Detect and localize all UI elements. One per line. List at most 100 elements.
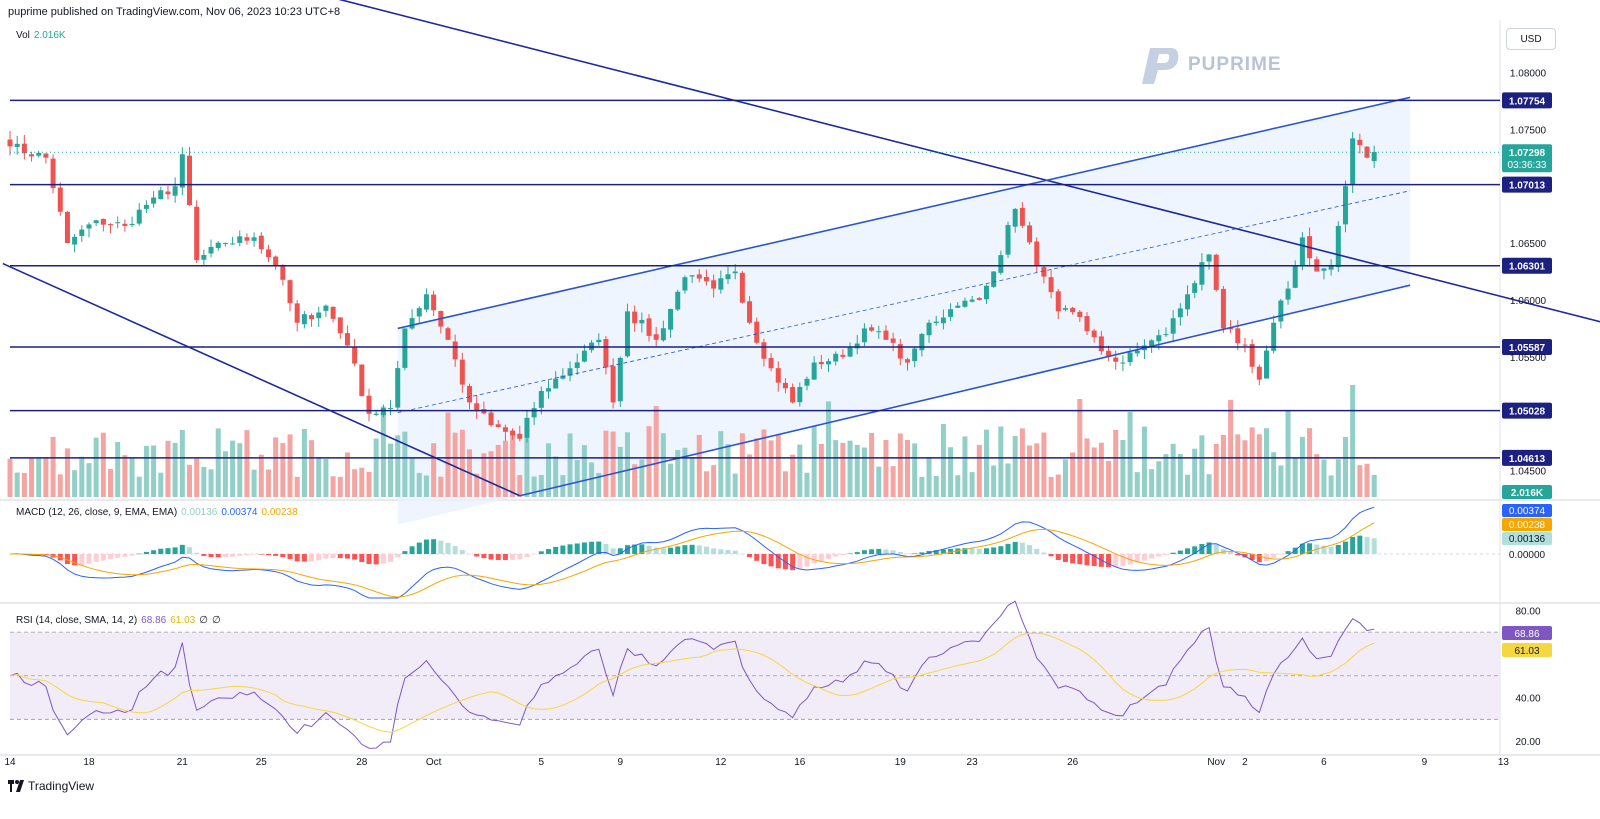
time-tick: 12 [715,757,727,768]
candle [1048,269,1054,299]
candle [323,304,329,317]
volume-bar [1307,428,1313,497]
rsi-legend-extra2: ∅ [211,615,221,626]
candle-body [603,339,609,368]
candle [14,135,20,155]
macd-hist-bar [603,544,609,554]
candle-body [969,299,975,302]
volume-bar [567,433,573,497]
horizontal-levels: 1.07754 1.07013 1.06301 1.05587 1.05028 1.046… [10,92,1552,466]
candle-body [1041,267,1047,277]
candle-body [811,362,817,380]
candle [1299,232,1305,271]
candle-body [431,294,437,311]
volume-bar [237,443,243,497]
currency-button[interactable]: USD [1506,28,1556,50]
candle [1055,288,1061,320]
volume-bar [689,457,695,497]
macd-hist-bar [1149,554,1155,559]
candle-body [187,155,192,206]
puprime-logo-icon [1142,48,1179,84]
candle-body [129,223,135,226]
candle [1213,253,1219,292]
volume-bar [589,462,595,497]
candle [1264,345,1269,379]
candle-body [194,206,200,261]
candle-body [1163,334,1169,336]
candle-body [323,305,329,311]
volume-bar [330,476,336,497]
candle-body [287,280,293,304]
candle [531,401,537,425]
candle [431,290,437,317]
macd-hist-bar [553,546,559,554]
candle [1350,132,1356,193]
macd-hist-bar [86,554,92,564]
level-label-bg [1502,92,1552,109]
candle-body [100,218,106,225]
countdown-label: 03:36:33 [1508,160,1547,171]
macd-legend-hist: 0.00136 [181,507,218,518]
macd-hist-bar [1062,554,1068,563]
candle-body [983,285,989,300]
volume-bar [1256,434,1262,497]
candle [1170,310,1176,343]
candle [194,200,200,263]
candle-body [912,348,918,362]
candle [804,376,810,391]
macd-hist-bar [222,554,228,558]
volume-bar [143,445,149,497]
candle-body [703,276,709,282]
candle-body [1177,308,1183,318]
volume-bar [610,431,616,497]
signal-line [10,522,1375,598]
candle-body [596,339,602,343]
volume-bar [524,427,530,497]
candle-body [1120,362,1126,364]
volume-bar [309,440,315,497]
tradingview-logo-icon [8,780,24,792]
candle-body [1271,322,1277,351]
candle-body [1185,294,1191,310]
volume-legend: Vol 2.016K [16,30,66,41]
macd-hist-bar [108,554,114,560]
candle-body [660,328,666,341]
macd-hist-bar [416,542,422,554]
candle [546,380,551,399]
candle [1091,328,1097,343]
candle-body [646,318,652,336]
macd-hist-bar [481,554,487,559]
volume-bar [208,469,214,497]
candle [330,306,336,323]
volume-bar [1170,443,1176,497]
candle [143,200,149,213]
candle [136,203,142,226]
macd-hist-bar [158,548,164,554]
macd-hist-bar [1371,538,1377,554]
macd-hist-bar [962,548,968,554]
macd-hist-bar [452,546,458,554]
candle-body [1364,146,1370,158]
candle [617,356,623,407]
candle-body [962,300,968,307]
candle [1357,133,1363,154]
rsi-value-label-bg [1502,626,1552,640]
candle [653,327,659,347]
candle [86,222,92,238]
candle-body [1278,300,1284,322]
candle [474,395,480,420]
volume-bar [179,429,185,497]
volume-bar [136,476,142,497]
macd-hist-bar [739,553,745,555]
macd-hist-bar [215,554,221,558]
candle-body [1249,344,1255,367]
volume-bar [653,405,659,497]
candle [991,271,997,288]
candle [1328,259,1334,276]
volume-bar [940,424,946,497]
macd-hist-bar [1335,544,1341,554]
volume-bar [79,456,85,497]
volume-bar [14,472,20,497]
candle-body [108,224,114,226]
